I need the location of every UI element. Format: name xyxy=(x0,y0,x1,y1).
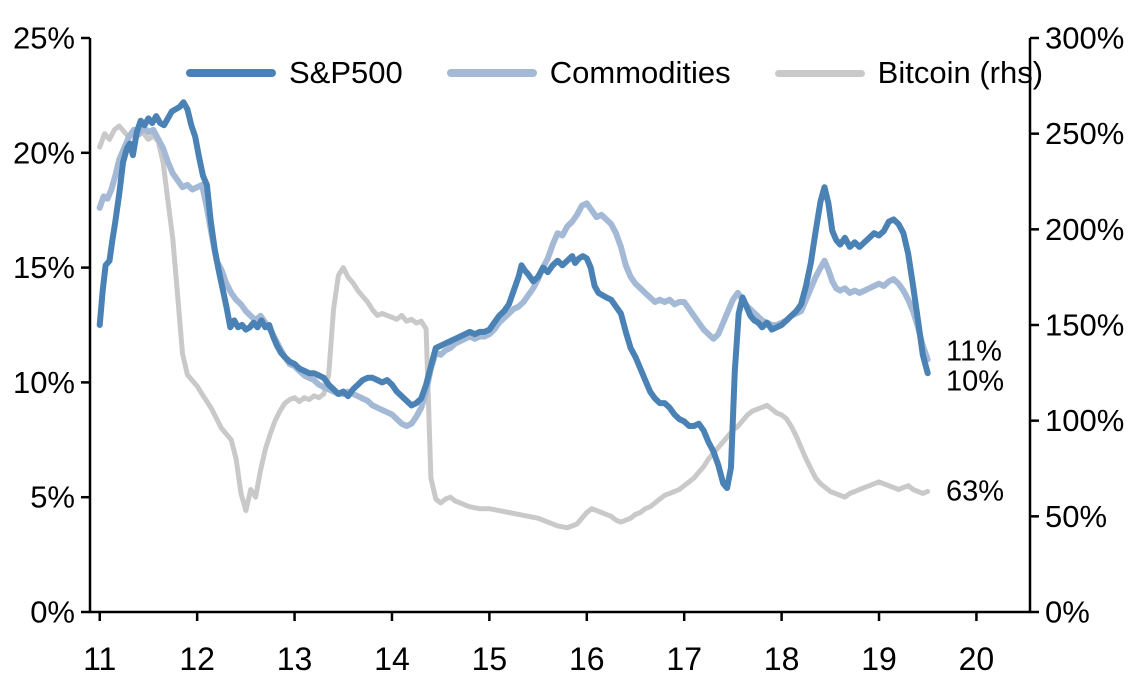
chart-legend: S&P500 Commodities Bitcoin (rhs) xyxy=(186,55,1043,91)
right-axis-tick-label: 50% xyxy=(1045,499,1107,534)
right-axis-tick-label: 150% xyxy=(1045,308,1124,343)
right-axis-tick-label: 300% xyxy=(1045,21,1124,56)
left-axis-tick-label: 0% xyxy=(30,595,75,630)
legend-swatch-sp500 xyxy=(186,69,276,77)
left-axis-tick-label: 20% xyxy=(13,135,75,170)
x-axis-tick-label: 12 xyxy=(179,641,215,677)
legend-swatch-commodities xyxy=(446,69,537,77)
legend-item-bitcoin: Bitcoin (rhs) xyxy=(774,55,1044,91)
left-axis-tick-label: 25% xyxy=(13,21,75,56)
x-axis-tick-label: 14 xyxy=(374,641,410,677)
x-axis-tick-label: 11 xyxy=(83,641,116,677)
x-axis-tick-label: 16 xyxy=(569,641,605,677)
right-axis-tick-label: 200% xyxy=(1045,212,1124,247)
left-axis-tick-label: 10% xyxy=(13,365,75,400)
end-label-commodities: 11% xyxy=(946,335,1002,367)
x-axis-tick-label: 19 xyxy=(861,641,897,677)
x-axis-tick-label: 13 xyxy=(277,641,313,677)
series-line-s-p500 xyxy=(96,99,931,491)
end-label-bitcoin-rhs: 63% xyxy=(946,475,1004,507)
legend-swatch-bitcoin xyxy=(774,69,865,77)
legend-label-sp500: S&P500 xyxy=(289,55,403,90)
legend-label-commodities: Commodities xyxy=(549,55,731,90)
end-label-s-p500: 10% xyxy=(946,365,1004,397)
legend-item-commodities: Commodities xyxy=(446,55,731,91)
x-axis-tick-label: 20 xyxy=(959,641,995,677)
left-axis-tick-label: 5% xyxy=(30,480,75,515)
series-line-bitcoin-rhs xyxy=(97,123,931,531)
left-axis-tick-label: 15% xyxy=(13,250,75,285)
right-axis-tick-label: 100% xyxy=(1045,403,1124,438)
legend-item-sp500: S&P500 xyxy=(186,55,403,91)
x-axis-tick-label: 17 xyxy=(666,641,702,677)
right-axis-tick-label: 0% xyxy=(1045,595,1090,630)
series-line-commodities xyxy=(96,124,931,429)
x-axis-tick-label: 15 xyxy=(472,641,508,677)
x-axis-tick-label: 18 xyxy=(764,641,800,677)
legend-label-bitcoin: Bitcoin (rhs) xyxy=(877,55,1044,90)
right-axis-tick-label: 250% xyxy=(1045,116,1124,151)
